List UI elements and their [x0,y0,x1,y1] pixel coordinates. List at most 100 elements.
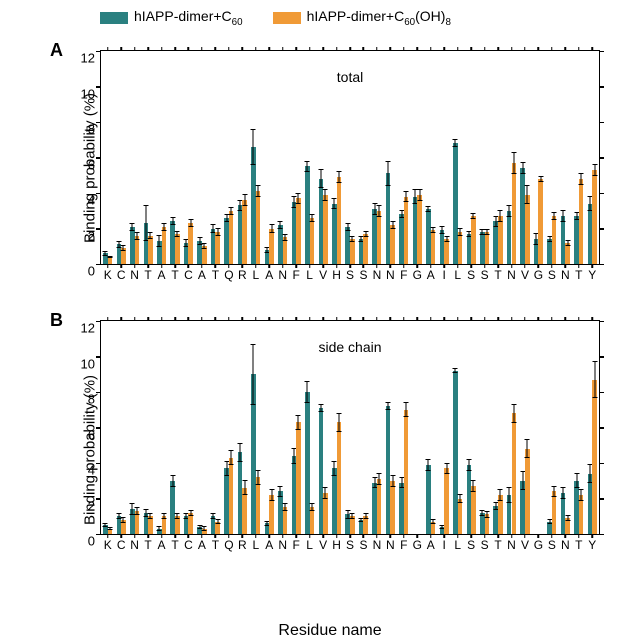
bar-series2 [269,229,274,265]
errorbar-cap [471,491,476,492]
ytick-label: 10 [71,86,95,101]
errorbar [513,404,514,422]
xtick-label: L [252,538,259,552]
bar-series2 [512,413,517,534]
bar-series2 [579,179,584,264]
ytick-mark [599,321,604,323]
errorbar-cap [229,214,234,215]
errorbar-cap [386,409,391,410]
errorbar-cap [323,189,328,190]
xtick-label: N [386,538,395,552]
xtick-label: N [278,538,287,552]
xtick-label: T [212,268,219,282]
errorbar-cap [242,205,247,206]
errorbar [589,465,590,483]
errorbar-cap [390,486,395,487]
errorbar-cap [229,450,234,451]
xtick-label: N [130,538,139,552]
errorbar-cap [390,228,395,229]
errorbar-cap [215,228,220,229]
xtick-label: Q [224,538,233,552]
xtick-mark [309,317,311,321]
xtick-label: S [467,268,475,282]
errorbar [536,234,537,245]
xtick-mark [457,317,459,321]
bar-series2 [417,195,422,264]
legend-item-1: hIAPP-dimer+C60 [100,8,243,28]
xtick-mark [161,47,163,51]
errorbar-cap [296,415,301,416]
errorbar-cap [188,510,193,511]
xtick-mark [201,47,203,51]
bar-series2 [323,493,328,534]
ytick-label: 6 [71,427,95,442]
xtick-mark [174,317,176,321]
errorbar-cap [148,232,153,233]
errorbar-cap [471,480,476,481]
errorbar [374,477,375,488]
errorbar-cap [417,200,422,201]
xtick-mark [215,317,217,321]
xtick-label: T [575,538,582,552]
errorbar-cap [484,234,489,235]
errorbar-cap [453,146,458,147]
errorbar-cap [592,175,597,176]
bar-series2 [471,486,476,534]
errorbar-cap [390,221,395,222]
xtick-label: C [117,538,126,552]
errorbar-cap [471,213,476,214]
errorbar-cap [439,233,444,234]
bar-series2 [390,225,395,264]
errorbar-cap [538,176,543,177]
xtick-mark [188,317,190,321]
xtick-mark [255,47,257,51]
errorbar-cap [345,510,350,511]
bar-series2 [377,211,382,264]
bar-series2 [444,468,449,534]
errorbar-cap [215,523,220,524]
errorbar [594,165,595,176]
errorbar-cap [466,470,471,471]
errorbar-cap [404,201,409,202]
errorbar-cap [431,523,436,524]
xtick-mark [134,317,136,321]
errorbar [253,129,254,165]
ytick-mark [96,534,101,536]
errorbar-cap [103,523,108,524]
errorbar-cap [269,489,274,490]
xtick-label: S [467,538,475,552]
xtick-mark [457,47,459,51]
xtick-label: K [104,268,112,282]
ytick-mark [96,86,101,88]
xtick-label: S [481,538,489,552]
bar-series2 [283,237,288,264]
errorbar-cap [238,461,243,462]
xtick-label: A [198,538,206,552]
errorbar-cap [323,498,328,499]
ytick-mark [599,264,604,266]
errorbar-cap [318,169,323,170]
xtick-mark [524,317,526,321]
errorbar-cap [471,218,476,219]
errorbar-cap [251,164,256,165]
errorbar-cap [565,515,570,516]
errorbar-cap [511,404,516,405]
errorbar-cap [202,526,207,527]
xtick-mark [430,317,432,321]
errorbar-cap [121,250,126,251]
bar-series2 [404,197,409,264]
errorbar-cap [457,235,462,236]
xtick-label: T [494,268,501,282]
errorbar-cap [363,231,368,232]
errorbar-cap [444,236,449,237]
errorbar-cap [323,200,328,201]
xtick-mark [470,317,472,321]
ytick-label: 2 [71,228,95,243]
errorbar [527,186,528,204]
errorbar-cap [170,224,175,225]
errorbar [298,415,299,429]
xtick-mark [417,317,419,321]
errorbar-cap [318,411,323,412]
errorbar-cap [134,239,139,240]
errorbar-cap [278,221,283,222]
